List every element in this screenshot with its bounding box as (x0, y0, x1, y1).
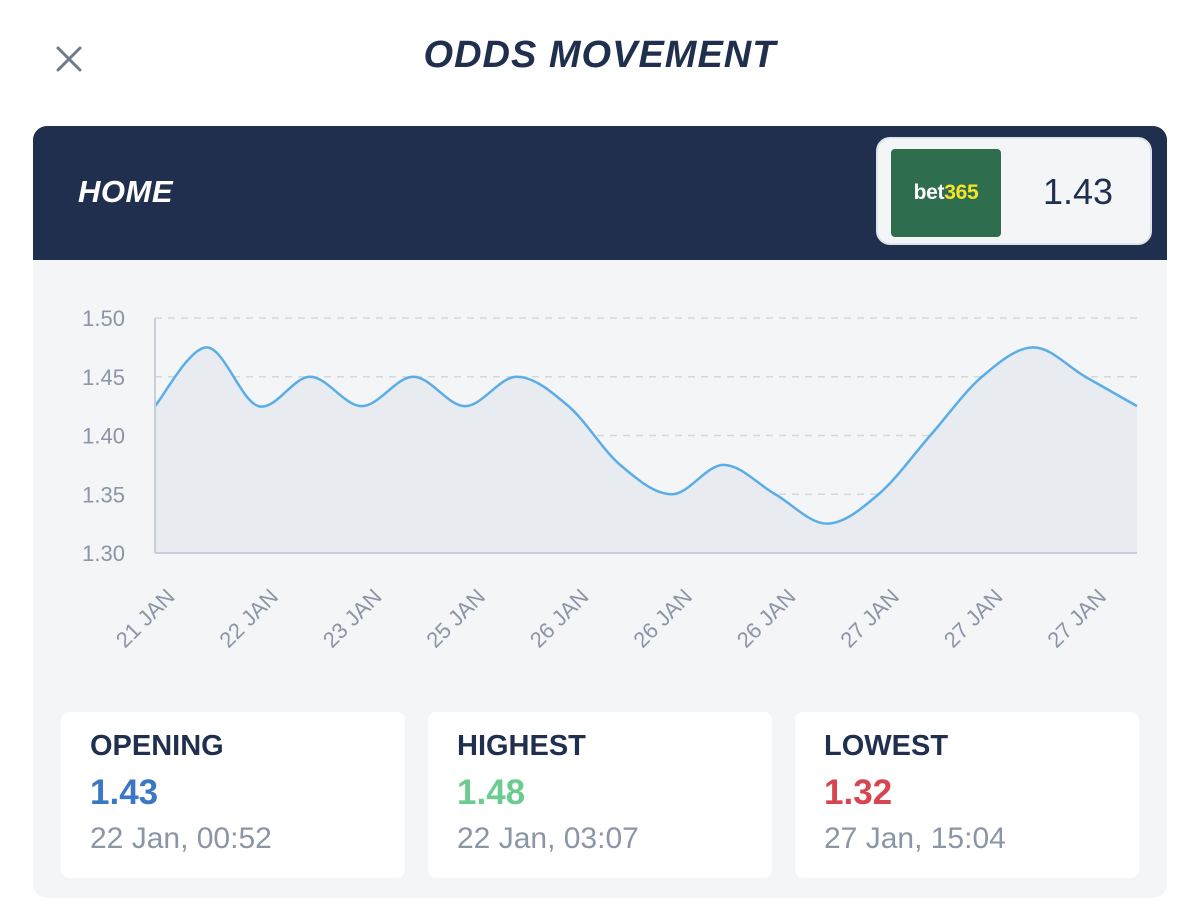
x-tick-label: 27 JAN (1042, 584, 1111, 653)
odds-chart-svg: 1.50 1.45 1.40 1.35 1.30 21 JAN 22 JAN 23 JAN 2… (82, 306, 1138, 653)
stat-opening: OPENING 1.43 22 Jan, 00:52 (61, 712, 405, 878)
stat-lowest: LOWEST 1.32 27 Jan, 15:04 (795, 712, 1139, 878)
x-tick-label: 27 JAN (835, 584, 904, 653)
x-tick-label: 26 JAN (732, 584, 801, 653)
x-tick-label: 21 JAN (111, 584, 180, 653)
y-tick-label: 1.35 (82, 482, 125, 507)
stat-value: 1.48 (457, 773, 526, 812)
stat-label: LOWEST (824, 730, 949, 762)
odds-chart: 1.50 1.45 1.40 1.35 1.30 21 JAN 22 JAN 23 JAN 2… (33, 260, 1167, 700)
stat-highest: HIGHEST 1.48 22 Jan, 03:07 (428, 712, 772, 878)
odds-area-fill (155, 347, 1137, 553)
logo-text-part1: bet (913, 181, 945, 204)
x-tick-label: 22 JAN (214, 584, 283, 653)
outcome-label: HOME (78, 174, 173, 209)
close-icon[interactable] (50, 40, 88, 78)
x-tick-label: 23 JAN (318, 584, 387, 653)
y-tick-label: 1.50 (82, 306, 125, 331)
x-tick-label: 26 JAN (525, 584, 594, 653)
y-tick-label: 1.40 (82, 424, 125, 449)
y-tick-label: 1.30 (82, 541, 125, 566)
close-button[interactable] (50, 40, 88, 78)
stat-value: 1.32 (824, 773, 893, 812)
current-odds: 1.43 (1042, 171, 1114, 212)
modal-title: ODDS MOVEMENT (423, 34, 777, 76)
x-tick-label: 25 JAN (421, 584, 490, 653)
bet365-logo: bet365 (891, 149, 1001, 237)
logo-text-part2: 365 (944, 181, 979, 204)
y-tick-label: 1.45 (82, 365, 125, 390)
odds-card: HOME bet365 1.43 1.50 1.45 1.40 1.35 1.30 21… (33, 126, 1167, 898)
stat-date: 27 Jan, 15:04 (824, 822, 1006, 855)
bookmaker-odds-chip[interactable]: bet365 1.43 (876, 137, 1152, 245)
x-tick-label: 26 JAN (628, 584, 697, 653)
stat-date: 22 Jan, 00:52 (90, 822, 272, 855)
stats-row: OPENING 1.43 22 Jan, 00:52 HIGHEST 1.48 … (61, 712, 1139, 880)
card-header: HOME bet365 1.43 (33, 126, 1167, 260)
stat-label: HIGHEST (457, 730, 586, 762)
x-tick-label: 27 JAN (939, 584, 1008, 653)
stat-date: 22 Jan, 03:07 (457, 822, 639, 855)
stat-label: OPENING (90, 730, 224, 762)
odds-line (154, 346, 1138, 525)
stat-value: 1.43 (90, 773, 159, 812)
